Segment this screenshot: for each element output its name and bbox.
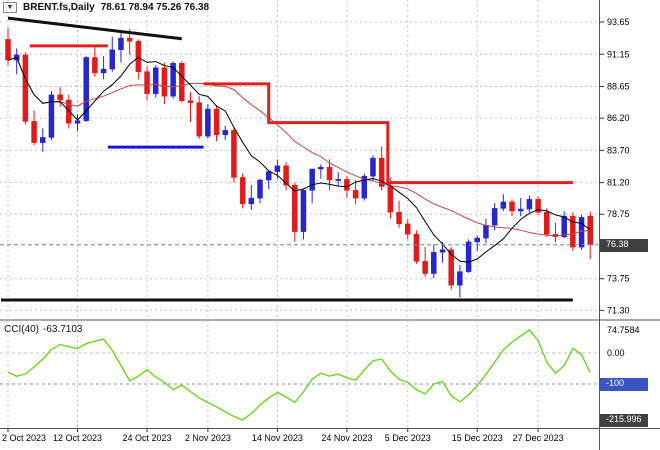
price-tick-label: 78.75	[607, 209, 630, 219]
cci-max-label: 74.7584	[607, 325, 640, 335]
cci-line	[7, 328, 591, 421]
trendline-black-object[interactable]	[7, 16, 182, 41]
chart-title: ▼ BRENT.fs,Daily 78.61 78.94 75.26 76.38	[3, 2, 209, 13]
time-tick-label: 24 Oct 2023	[123, 433, 172, 443]
cci-level-lines	[0, 352, 598, 385]
dropdown-triangle-icon: ▼	[6, 4, 14, 11]
price-tick-label: 73.75	[607, 274, 630, 284]
price-axis[interactable]: 93.65 91.15 88.65 86.20 83.70 81.20 78.75 73.75…	[599, 17, 630, 315]
cci-level-badge: -100	[600, 378, 648, 391]
indicator-label: CCI(40) -63.7103	[4, 324, 87, 335]
time-tick-label: 15 Dec 2023	[452, 433, 503, 443]
main-chart-area[interactable]	[0, 16, 598, 302]
time-tick-label: 24 Nov 2023	[321, 433, 372, 443]
time-tick-label: 5 Dec 2023	[385, 433, 431, 443]
cci-min-badge: -215.996	[600, 414, 648, 427]
cci-zero-label: 0.00	[607, 348, 625, 358]
price-tick-label: 91.15	[607, 49, 630, 59]
panel-separator[interactable]	[0, 319, 660, 321]
chart-dropdown-button[interactable]: ▼	[3, 2, 17, 13]
price-tick-label: 93.65	[607, 17, 630, 27]
symbol-period-label: BRENT.fs,Daily	[23, 2, 95, 13]
time-tick-label: 12 Oct 2023	[53, 433, 102, 443]
price-tick-label: 83.70	[607, 145, 630, 155]
grid	[0, 0, 598, 428]
time-tick-label: 2 Nov 2023	[185, 433, 231, 443]
price-tick-label: 71.30	[607, 305, 630, 315]
indicator-value: -63.7103	[43, 324, 83, 335]
current-price-badge: 76.38	[600, 239, 648, 252]
price-tick-label: 88.65	[607, 82, 630, 92]
time-tick-label: 14 Nov 2023	[252, 433, 303, 443]
indicator-name: CCI(40)	[4, 324, 40, 335]
time-axis[interactable]: 2 Oct 2023 12 Oct 2023 24 Oct 2023 2 Nov 20…	[2, 428, 564, 443]
ma-slow-line	[7, 56, 591, 237]
resistance-red-step-object[interactable]	[203, 82, 573, 185]
ma-fast-line	[7, 56, 591, 263]
price-tick-label: 81.20	[607, 178, 630, 188]
time-tick-label: 2 Oct 2023	[2, 433, 46, 443]
candlestick-series	[5, 27, 593, 298]
price-tick-label: 86.20	[607, 113, 630, 123]
cci-panel-area[interactable]	[7, 328, 591, 421]
ohlc-values: 78.61 78.94 75.26 76.38	[100, 2, 210, 13]
time-tick-label: 27 Dec 2023	[513, 433, 564, 443]
